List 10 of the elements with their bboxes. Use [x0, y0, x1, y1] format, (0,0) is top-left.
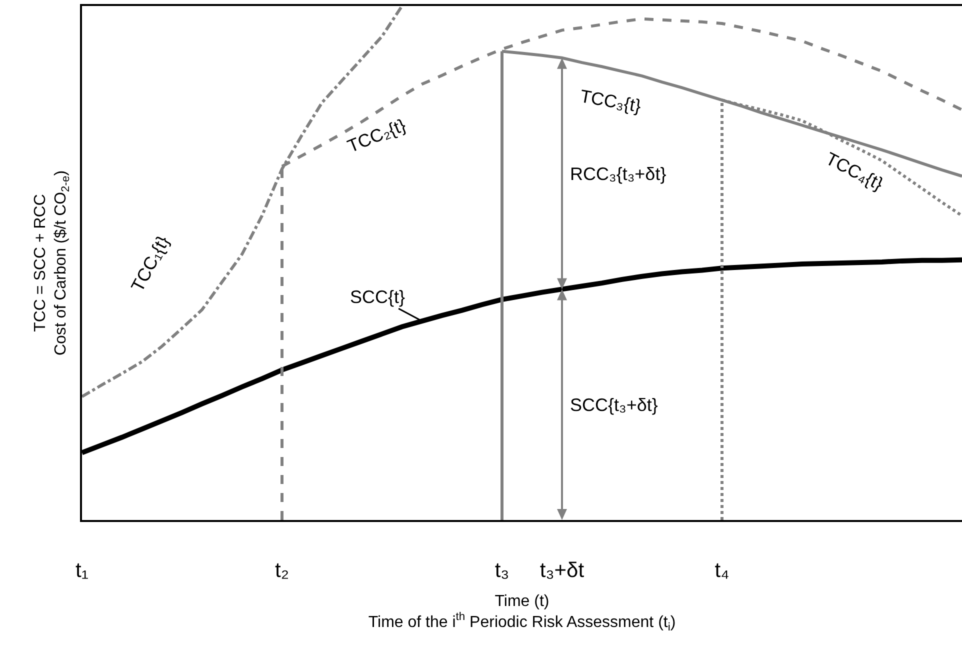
x-tick-label: t₃+δt — [540, 558, 584, 582]
text: Time (t) Time of the i$^{th}$ Periodic Risk Assessment (t$_{i}$) — [368, 593, 676, 634]
x-tick-label: t₄ — [714, 558, 730, 582]
series-label: SCC{t} — [350, 287, 406, 307]
x-tick-label: t₂ — [275, 558, 289, 582]
annotation: SCC{t₃+δt} — [570, 395, 658, 415]
x-tick-label: t₃ — [494, 558, 510, 582]
legend-label: TCC₃{t} — [578, 86, 643, 116]
x-tick-label: t₁ — [76, 558, 88, 582]
annotation: RCC₃{t₃+δt} — [570, 164, 666, 184]
